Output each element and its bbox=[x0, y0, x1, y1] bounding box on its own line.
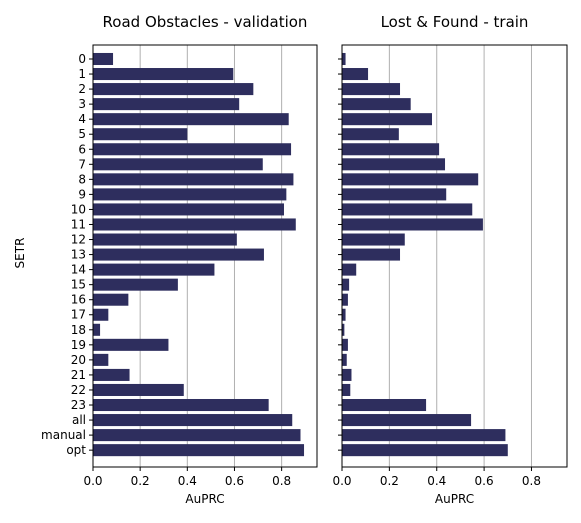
y-tick-label: all bbox=[72, 413, 86, 427]
x-tick-label: 0.8 bbox=[272, 474, 291, 488]
y-tick-label: 12 bbox=[71, 233, 86, 247]
bar-20 bbox=[342, 353, 347, 366]
panel-title: Road Obstacles - validation bbox=[103, 13, 308, 31]
bar-16 bbox=[93, 293, 129, 306]
y-tick-label: 23 bbox=[71, 398, 86, 412]
bar-manual bbox=[93, 429, 301, 442]
bar-opt bbox=[93, 444, 305, 457]
y-tick-label: 13 bbox=[71, 248, 86, 262]
y-tick-label: 4 bbox=[78, 112, 86, 126]
bar-13 bbox=[342, 248, 401, 261]
y-tick-label: manual bbox=[41, 428, 86, 442]
x-tick-label: 0.0 bbox=[332, 474, 351, 488]
bar-21 bbox=[342, 368, 352, 381]
x-tick-label: 0.8 bbox=[522, 474, 541, 488]
x-tick-label: 0.2 bbox=[131, 474, 150, 488]
bar-1 bbox=[93, 68, 234, 81]
plot-frame bbox=[341, 44, 568, 468]
bar-3 bbox=[342, 98, 411, 111]
bar-12 bbox=[342, 233, 405, 246]
bar-1 bbox=[342, 68, 369, 81]
bar-16 bbox=[342, 293, 348, 306]
y-tick-label: 0 bbox=[78, 52, 86, 66]
y-tick-label: 16 bbox=[71, 293, 86, 307]
x-axis-label: AuPRC bbox=[185, 492, 224, 506]
bar-19 bbox=[93, 338, 169, 351]
bar-18 bbox=[342, 323, 345, 336]
y-tick-label: 20 bbox=[71, 353, 86, 367]
y-tick-label: 10 bbox=[71, 202, 86, 216]
bar-9 bbox=[93, 188, 287, 201]
bar-17 bbox=[342, 308, 346, 321]
bar-7 bbox=[93, 158, 263, 171]
bar-17 bbox=[93, 308, 109, 321]
bar-5 bbox=[342, 128, 399, 141]
bar-0 bbox=[342, 52, 346, 66]
x-tick-label: 0.4 bbox=[427, 474, 446, 488]
panel-title: Lost & Found - train bbox=[381, 13, 529, 31]
y-tick-label: 19 bbox=[71, 338, 86, 352]
y-tick-label: 5 bbox=[78, 127, 86, 141]
bar-8 bbox=[342, 173, 479, 186]
y-tick-label: 2 bbox=[78, 82, 86, 96]
bar-0 bbox=[93, 52, 114, 66]
x-tick-label: 0.4 bbox=[178, 474, 197, 488]
bar-manual bbox=[342, 429, 506, 442]
bar-13 bbox=[93, 248, 264, 261]
y-tick-label: 6 bbox=[78, 142, 86, 156]
y-tick-label: opt bbox=[66, 443, 86, 457]
bar-15 bbox=[342, 278, 350, 291]
bar-2 bbox=[93, 83, 254, 96]
bar-14 bbox=[342, 263, 357, 276]
bar-15 bbox=[93, 278, 178, 291]
x-tick-label: 0.0 bbox=[83, 474, 102, 488]
bar-all bbox=[93, 414, 293, 427]
bar-21 bbox=[93, 368, 130, 381]
bar-8 bbox=[93, 173, 294, 186]
x-axis-label: AuPRC bbox=[435, 492, 474, 506]
bar-12 bbox=[93, 233, 237, 246]
y-tick-label: 11 bbox=[71, 217, 86, 231]
x-tick-label: 0.6 bbox=[225, 474, 244, 488]
y-tick-label: 15 bbox=[71, 278, 86, 292]
x-tick-label: 0.6 bbox=[475, 474, 494, 488]
bar-5 bbox=[93, 128, 188, 141]
plot-frame bbox=[92, 44, 318, 468]
bar-4 bbox=[93, 113, 289, 126]
y-tick-label: 14 bbox=[71, 263, 86, 277]
bar-opt bbox=[342, 444, 508, 457]
bar-14 bbox=[93, 263, 215, 276]
y-tick-label: 3 bbox=[78, 97, 86, 111]
x-tick-label: 0.2 bbox=[380, 474, 399, 488]
bar-9 bbox=[342, 188, 447, 201]
y-tick-label: 22 bbox=[71, 383, 86, 397]
bar-10 bbox=[93, 203, 284, 216]
bar-11 bbox=[342, 218, 483, 231]
bar-22 bbox=[93, 383, 184, 396]
bar-18 bbox=[93, 323, 101, 336]
bar-6 bbox=[342, 143, 440, 156]
y-tick-label: 7 bbox=[78, 157, 86, 171]
y-tick-label: 21 bbox=[71, 368, 86, 382]
bar-23 bbox=[342, 398, 427, 412]
bar-7 bbox=[342, 158, 446, 171]
y-tick-label: 8 bbox=[78, 172, 86, 186]
bar-10 bbox=[342, 203, 473, 216]
bar-23 bbox=[93, 398, 269, 412]
bar-11 bbox=[93, 218, 296, 231]
bar-2 bbox=[342, 83, 401, 96]
bar-20 bbox=[93, 353, 109, 366]
y-tick-label: 1 bbox=[78, 67, 86, 81]
bar-4 bbox=[342, 113, 432, 126]
y-tick-label: 9 bbox=[78, 187, 86, 201]
bar-19 bbox=[342, 338, 348, 351]
y-tick-label: 17 bbox=[71, 308, 86, 322]
bar-6 bbox=[93, 143, 292, 156]
bar-3 bbox=[93, 98, 240, 111]
bar-all bbox=[342, 414, 472, 427]
bar-22 bbox=[342, 383, 351, 396]
y-tick-label: 18 bbox=[71, 323, 86, 337]
y-axis-label: SETR bbox=[13, 238, 27, 269]
